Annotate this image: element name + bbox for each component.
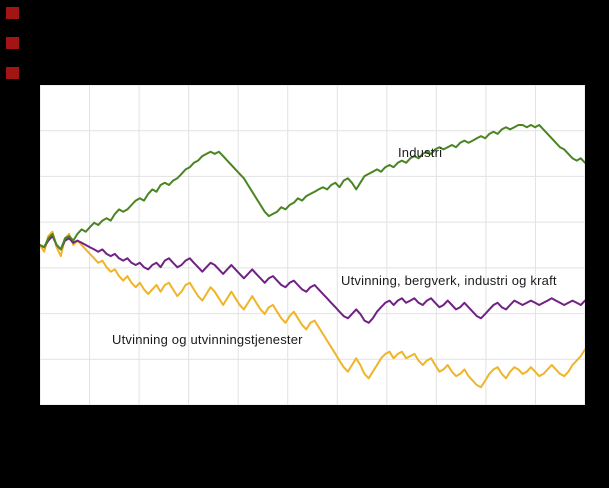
series-label-utvinning-bergverk-industri-og-kraft: Utvinning, bergverk, industri og kraft (341, 273, 557, 288)
plot-area: Industri Utvinning, bergverk, industri o… (40, 85, 585, 405)
red-marker (6, 37, 19, 49)
line-chart (40, 85, 585, 405)
series-label-utvinning-og-utvinningstjenester: Utvinning og utvinningstjenester (112, 332, 303, 347)
red-marker (6, 67, 19, 79)
red-marker (6, 7, 19, 19)
series-label-industri: Industri (398, 145, 443, 160)
